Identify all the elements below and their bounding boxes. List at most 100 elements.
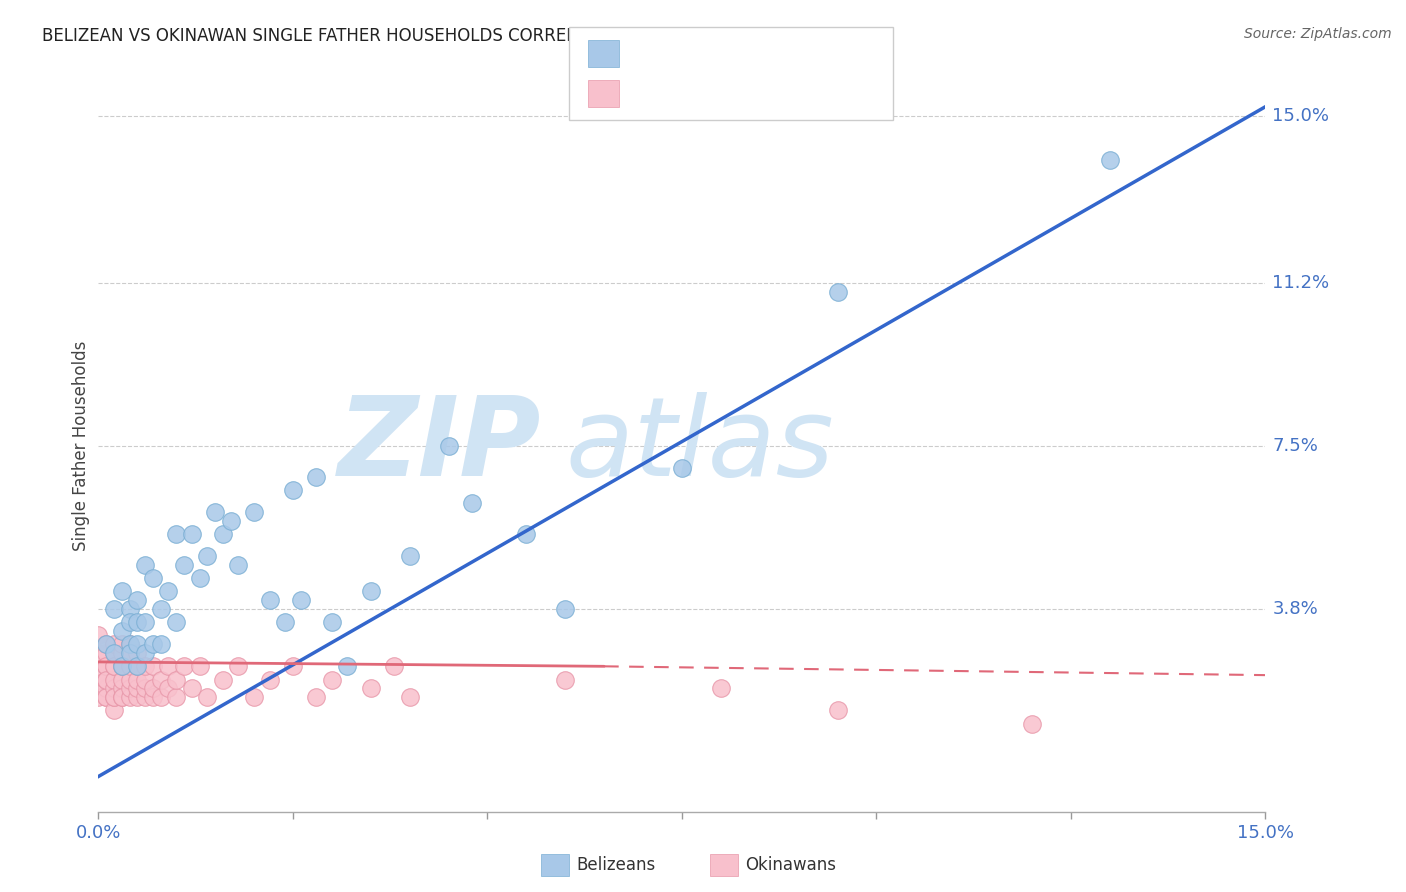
Point [87,673,110,687]
Point [259,673,281,687]
Point [118,637,141,651]
Point [281,659,304,673]
Point [103,703,125,717]
Point [96,646,118,660]
Point [127,593,149,607]
Point [142,659,165,673]
Point [127,673,149,687]
Point [149,690,172,705]
Point [195,690,218,705]
Text: 7.5%: 7.5% [1272,437,1319,455]
Point [228,659,250,673]
Point [173,659,195,673]
Point [103,637,125,651]
Point [305,690,328,705]
Point [554,602,576,616]
Point [165,615,187,630]
Point [118,637,141,651]
Point [142,637,165,651]
Point [111,646,134,660]
Point [437,439,460,453]
Point [96,659,118,673]
Point [103,673,125,687]
Point [142,690,165,705]
Point [554,673,576,687]
Point [118,681,141,696]
Point [157,584,180,599]
Point [212,527,235,541]
Point [96,659,118,673]
Point [96,673,118,687]
Point [96,637,118,651]
Point [134,659,156,673]
Point [165,690,187,705]
Point [127,615,149,630]
Text: 3.8%: 3.8% [1272,600,1319,618]
Text: R = -0.022   N = 73: R = -0.022 N = 73 [630,85,807,103]
Y-axis label: Single Father Households: Single Father Households [72,341,90,551]
Point [103,690,125,705]
Point [142,681,165,696]
Point [165,527,187,541]
Point [165,673,187,687]
Point [281,483,304,497]
Point [118,615,141,630]
Text: Source: ZipAtlas.com: Source: ZipAtlas.com [1244,27,1392,41]
Point [149,673,172,687]
Point [134,558,156,572]
Point [96,673,118,687]
Point [180,527,202,541]
Point [111,659,134,673]
Point [118,690,141,705]
Point [321,673,343,687]
Point [290,593,312,607]
Point [87,690,110,705]
Point [382,659,405,673]
Point [111,659,134,673]
Point [398,690,420,705]
Point [827,285,849,299]
Point [103,659,125,673]
Point [127,637,149,651]
Text: R =  0.808   N = 49: R = 0.808 N = 49 [630,45,806,62]
Point [96,637,118,651]
Point [134,681,156,696]
Point [127,659,149,673]
Point [274,615,297,630]
Point [127,659,149,673]
Point [127,690,149,705]
Point [336,659,359,673]
Point [243,690,266,705]
Point [827,703,849,717]
Point [321,615,343,630]
Point [127,646,149,660]
Point [228,558,250,572]
Point [103,681,125,696]
Point [219,514,242,528]
Point [87,646,110,660]
Point [180,681,202,696]
Text: ZIP: ZIP [339,392,541,500]
Point [111,690,134,705]
Text: atlas: atlas [565,392,834,500]
Point [103,690,125,705]
Point [134,615,156,630]
Point [149,602,172,616]
Text: 15.0%: 15.0% [1272,106,1330,125]
Point [96,690,118,705]
Point [710,681,733,696]
Point [118,659,141,673]
Point [515,527,537,541]
Point [204,505,226,519]
Point [118,602,141,616]
Point [243,505,266,519]
Point [103,646,125,660]
Point [157,681,180,696]
Point [111,673,134,687]
Point [360,681,382,696]
Text: Okinawans: Okinawans [745,855,837,874]
Point [1021,716,1043,731]
Point [96,690,118,705]
Point [134,646,156,660]
Point [111,624,134,638]
